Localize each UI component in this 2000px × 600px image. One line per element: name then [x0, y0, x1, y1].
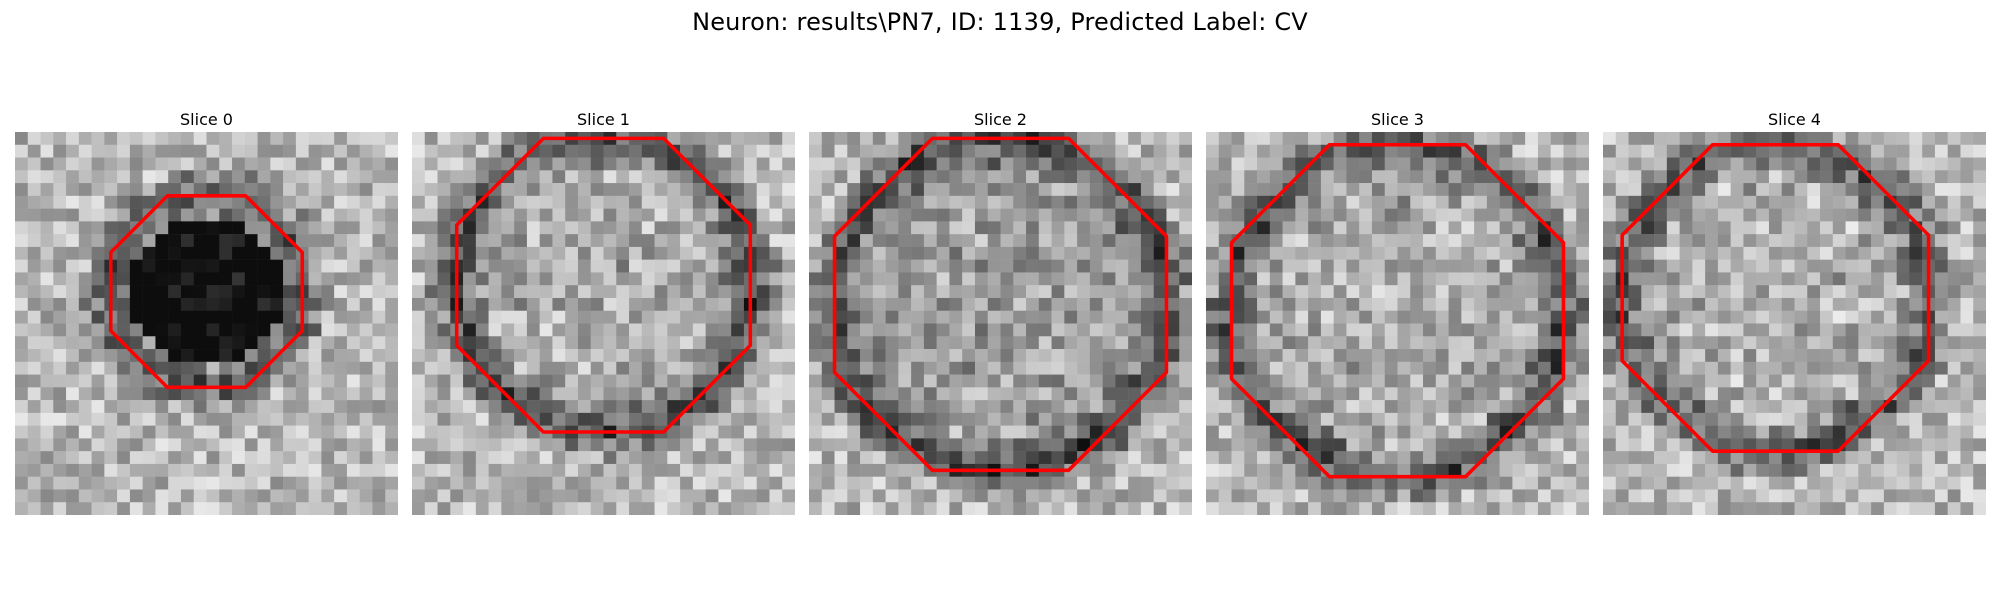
contour-outline [454, 136, 753, 434]
slice-title: Slice 4 [1768, 110, 1821, 129]
slice-title: Slice 3 [1371, 110, 1424, 129]
contour-outline [108, 194, 305, 390]
figure-title: Neuron: results\PN7, ID: 1139, Predicted… [692, 8, 1308, 36]
slice-image-3 [1206, 132, 1589, 515]
slice-image-1 [412, 132, 795, 515]
slice-panel-3: Slice 3 [1206, 108, 1589, 515]
slice-image-4 [1603, 132, 1986, 515]
slice-title: Slice 2 [974, 110, 1027, 129]
contour-outline [1229, 142, 1566, 479]
slice-image-2 [809, 132, 1192, 515]
slice-panel-1: Slice 1 [412, 108, 795, 515]
contour-outline [1620, 142, 1931, 453]
slice-panel-0: Slice 0 [15, 108, 398, 515]
slice-title: Slice 0 [180, 110, 233, 129]
slice-panel-2: Slice 2 [809, 108, 1192, 515]
contour-outline [832, 136, 1169, 473]
slice-image-0 [15, 132, 398, 515]
slice-title: Slice 1 [577, 110, 630, 129]
slice-panel-4: Slice 4 [1603, 108, 1986, 515]
